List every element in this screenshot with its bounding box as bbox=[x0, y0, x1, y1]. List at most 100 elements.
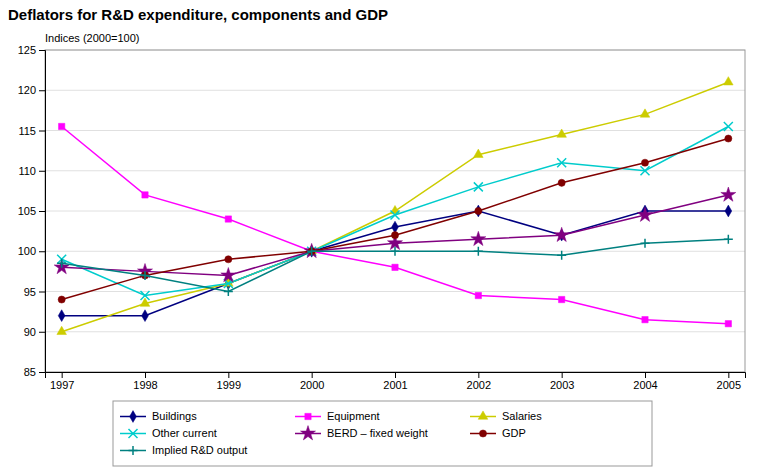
tick: 100 bbox=[18, 245, 45, 257]
point bbox=[637, 207, 652, 221]
point bbox=[559, 296, 565, 302]
legend-marker bbox=[478, 411, 488, 419]
y-axis-label: Indices (2000=100) bbox=[45, 32, 139, 44]
tick-label: 95 bbox=[24, 286, 36, 298]
tick: 105 bbox=[18, 205, 45, 217]
series-line bbox=[62, 195, 729, 276]
tick-label: 1997 bbox=[50, 379, 74, 391]
tick: 120 bbox=[18, 84, 45, 96]
tick-label: 2001 bbox=[383, 379, 407, 391]
legend-marker bbox=[479, 430, 486, 437]
grid-line bbox=[45, 90, 745, 91]
point bbox=[721, 187, 736, 201]
legend-label: BERD – fixed weight bbox=[327, 427, 428, 439]
point bbox=[221, 268, 236, 282]
point bbox=[142, 192, 148, 198]
tick-label: 85 bbox=[24, 366, 36, 378]
point bbox=[557, 251, 566, 260]
tick-label: 110 bbox=[18, 165, 36, 177]
point bbox=[58, 310, 65, 322]
tick: 125 bbox=[18, 44, 45, 56]
point bbox=[724, 77, 734, 85]
tick-mark bbox=[728, 372, 729, 378]
legend-item: Salaries bbox=[470, 410, 542, 422]
point bbox=[554, 227, 569, 241]
legend-label: Other current bbox=[152, 427, 217, 439]
plot: Indices (2000=100)1997199819992000200120… bbox=[18, 32, 746, 391]
point bbox=[58, 296, 65, 303]
tick: 2004 bbox=[633, 372, 657, 391]
tick-mark bbox=[228, 372, 229, 378]
tick-mark bbox=[395, 372, 396, 378]
point bbox=[391, 211, 400, 220]
chart: Deflators for R&D expenditure, component… bbox=[0, 0, 765, 472]
point bbox=[141, 271, 150, 280]
point bbox=[725, 205, 732, 217]
legend-marker bbox=[305, 413, 311, 419]
tick: 2002 bbox=[467, 372, 491, 391]
point bbox=[54, 259, 69, 273]
tick-mark bbox=[39, 171, 45, 172]
y-axis: 85 90 95 100 105 110 115 120 125 bbox=[18, 44, 46, 378]
point bbox=[57, 326, 67, 334]
point bbox=[474, 149, 484, 157]
x-axis: 199719981999200020012002200320042005 bbox=[46, 372, 746, 391]
legend: BuildingsEquipmentSalariesOther currentB… bbox=[113, 401, 652, 466]
tick: 1997 bbox=[50, 372, 74, 391]
point bbox=[557, 158, 566, 167]
tick-mark bbox=[39, 90, 45, 91]
tick: 2005 bbox=[717, 372, 741, 391]
point bbox=[308, 248, 315, 255]
series-line bbox=[62, 126, 729, 323]
tick-label: 2005 bbox=[717, 379, 741, 391]
grid bbox=[45, 50, 745, 372]
tick-mark bbox=[39, 211, 45, 212]
tick: 95 bbox=[24, 286, 45, 298]
tick-mark bbox=[39, 332, 45, 333]
tick-mark bbox=[62, 372, 63, 378]
tick-label: 1998 bbox=[133, 379, 157, 391]
tick-label: 2002 bbox=[467, 379, 491, 391]
point bbox=[225, 256, 232, 263]
point bbox=[725, 135, 732, 142]
point bbox=[557, 129, 567, 137]
tick: 2000 bbox=[300, 372, 324, 391]
point bbox=[641, 239, 650, 248]
tick-mark bbox=[39, 372, 45, 373]
tick-mark bbox=[39, 251, 45, 252]
legend-marker bbox=[300, 426, 315, 440]
tick-label: 115 bbox=[18, 125, 36, 137]
series-line bbox=[62, 139, 729, 300]
grid-line bbox=[45, 331, 745, 332]
point bbox=[474, 247, 483, 256]
point bbox=[307, 247, 316, 256]
tick-label: 2003 bbox=[550, 379, 574, 391]
point bbox=[392, 264, 398, 270]
legend-label: Buildings bbox=[152, 410, 197, 422]
tick: 1998 bbox=[133, 372, 157, 391]
point bbox=[642, 317, 648, 323]
tick: 2003 bbox=[550, 372, 574, 391]
tick-label: 105 bbox=[18, 205, 36, 217]
point bbox=[724, 122, 733, 131]
legend-item: GDP bbox=[470, 427, 526, 439]
tick-label: 100 bbox=[18, 245, 36, 257]
legend-item: Other current bbox=[120, 427, 217, 439]
tick: 85 bbox=[24, 366, 45, 378]
tick-mark bbox=[39, 131, 45, 132]
tick-label: 2004 bbox=[633, 379, 657, 391]
point bbox=[471, 231, 486, 245]
axis-line bbox=[46, 373, 746, 379]
tick-mark bbox=[312, 372, 313, 378]
tick-label: 125 bbox=[18, 44, 36, 56]
tick-label: 90 bbox=[24, 326, 36, 338]
axis-line bbox=[39, 51, 46, 373]
legend-item: BERD – fixed weight bbox=[295, 426, 428, 440]
point bbox=[57, 259, 66, 268]
tick: 110 bbox=[18, 165, 45, 177]
point bbox=[225, 216, 231, 222]
legend-label: Salaries bbox=[502, 410, 542, 422]
point bbox=[640, 109, 650, 117]
point bbox=[725, 321, 731, 327]
legend-marker bbox=[129, 446, 138, 455]
